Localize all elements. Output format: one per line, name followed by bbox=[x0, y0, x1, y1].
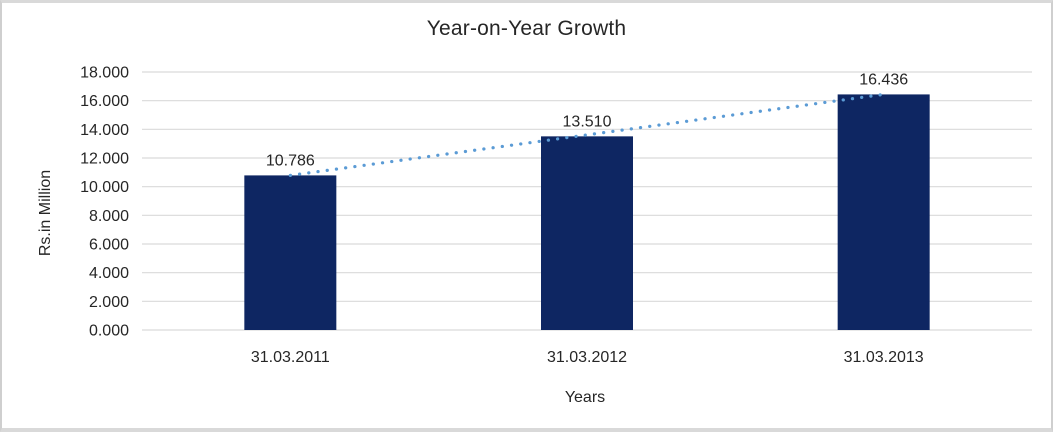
y-tick-label: 14.000 bbox=[80, 122, 129, 139]
bar-chart-plot-area: 0.000 2.000 4.000 6.000 8.000 10.000 12.000 14.… bbox=[80, 65, 1032, 366]
y-tick-label: 0.000 bbox=[89, 323, 129, 340]
y-tick-label: 2.000 bbox=[89, 294, 129, 311]
y-axis-title: Rs.in Million bbox=[37, 169, 54, 257]
y-tick-label: 10.000 bbox=[80, 179, 129, 196]
chart-title: Year-on-Year Growth bbox=[426, 17, 627, 40]
y-tick-label: 6.000 bbox=[89, 237, 129, 254]
x-axis-title: Years bbox=[564, 389, 606, 406]
y-tick-label: 12.000 bbox=[80, 151, 129, 168]
y-tick-label: 18.000 bbox=[80, 65, 129, 82]
x-tick-label: 31.03.2011 bbox=[251, 349, 330, 366]
x-tick-label: 31.03.2013 bbox=[844, 349, 924, 366]
y-tick-label: 16.000 bbox=[80, 93, 129, 110]
bar-value-label: 16.436 bbox=[859, 71, 908, 88]
bar bbox=[244, 175, 337, 330]
bar-value-label: 10.786 bbox=[266, 152, 315, 169]
bar bbox=[541, 136, 633, 330]
y-tick-label: 4.000 bbox=[89, 265, 129, 282]
y-tick-label: 8.000 bbox=[89, 208, 129, 225]
bar bbox=[837, 94, 930, 331]
bar-value-label: 13.510 bbox=[563, 113, 612, 130]
x-tick-label: 31.03.2012 bbox=[547, 349, 627, 366]
